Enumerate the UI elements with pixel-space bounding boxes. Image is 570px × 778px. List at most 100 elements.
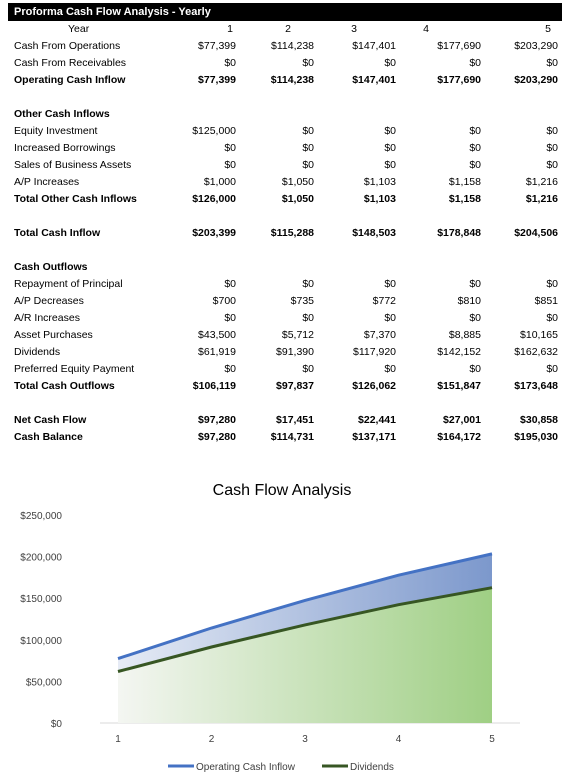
table-cell: $114,238 xyxy=(270,74,314,86)
row-label: Cash Balance xyxy=(14,431,83,443)
table-cell: $700 xyxy=(212,295,236,307)
table-cell: $0 xyxy=(224,142,236,154)
table-row: Cash From Operations $77,399 $114,238 $147,… xyxy=(8,38,562,55)
table-cell: $30,858 xyxy=(520,414,558,426)
table-cell: $142,152 xyxy=(437,346,481,358)
table-cell: $1,103 xyxy=(363,193,396,205)
row-label: Asset Purchases xyxy=(14,329,93,341)
table-cell: $0 xyxy=(546,312,558,324)
cash-flow-chart: Cash Flow Analysis $0 $50,000 $100,000 $150… xyxy=(20,482,520,773)
table-cell: $1,158 xyxy=(448,176,481,188)
series-line xyxy=(117,552,493,661)
chart-title: Cash Flow Analysis xyxy=(213,482,352,499)
table-row: Total Cash Inflow $203,399 $115,288 $148,50… xyxy=(8,225,562,242)
x-axis: 1 2 3 4 5 xyxy=(115,734,495,745)
table-cell: $114,238 xyxy=(270,40,314,52)
x-tick-label: 5 xyxy=(489,734,495,745)
table-cell: $735 xyxy=(290,295,314,307)
table-row: Sales of Business Assets $0 $0 $0 $0 $0 xyxy=(8,157,562,174)
table-cell: $10,165 xyxy=(520,329,558,341)
table-cell: $147,401 xyxy=(352,74,396,86)
table-cell: $1,216 xyxy=(525,193,558,205)
table-cell: $1,050 xyxy=(281,193,314,205)
table-cell: $0 xyxy=(302,57,314,69)
table-cell: $0 xyxy=(302,125,314,137)
table-cell: $0 xyxy=(384,312,396,324)
table-cell: $0 xyxy=(384,159,396,171)
table-cell: $162,632 xyxy=(514,346,558,358)
table-cell: $0 xyxy=(469,142,481,154)
table-row: Repayment of Principal $0 $0 $0 $0 $0 xyxy=(8,276,562,293)
table-cell: $0 xyxy=(469,159,481,171)
table-row xyxy=(8,208,562,225)
table-cell: $0 xyxy=(546,125,558,137)
table-cell: $8,885 xyxy=(448,329,481,341)
table-cell: $0 xyxy=(546,159,558,171)
y-tick-label: $150,000 xyxy=(20,594,62,605)
table-row xyxy=(8,395,562,412)
table-row: Dividends $61,919 $91,390 $117,920 $142,152 $… xyxy=(8,344,562,361)
table-cell: $1,103 xyxy=(363,176,396,188)
row-label: Preferred Equity Payment xyxy=(14,363,135,375)
year-header-row: Year 1 2 3 4 5 xyxy=(8,21,562,38)
table-row: Cash Balance $97,280 $114,731 $137,171 $164,… xyxy=(8,429,562,446)
table-cell: $126,062 xyxy=(352,380,396,392)
row-label: Total Cash Inflow xyxy=(14,227,101,239)
table-cell: $97,280 xyxy=(198,431,236,443)
table-cell: $1,000 xyxy=(203,176,236,188)
row-label: Sales of Business Assets xyxy=(14,159,132,171)
table-title: Proforma Cash Flow Analysis - Yearly xyxy=(8,3,562,21)
row-label: Equity Investment xyxy=(14,125,98,137)
table-row: Cash From Receivables $0 $0 $0 $0 $0 xyxy=(8,55,562,72)
y-tick-label: $50,000 xyxy=(26,677,63,688)
table-cell: $0 xyxy=(546,142,558,154)
table-cell: $91,390 xyxy=(276,346,314,358)
table-cell: $173,648 xyxy=(514,380,558,392)
year-header: 4 xyxy=(423,23,429,35)
table-cell: $810 xyxy=(457,295,481,307)
table-cell: $148,503 xyxy=(352,227,396,239)
row-label: A/P Increases xyxy=(14,176,80,188)
table-cell: $851 xyxy=(534,295,558,307)
table-row: Net Cash Flow $97,280 $17,451 $22,441 $27,00… xyxy=(8,412,562,429)
table-row: A/P Decreases $700 $735 $772 $810 $851 xyxy=(8,293,562,310)
table-cell: $203,399 xyxy=(192,227,236,239)
cash-flow-table: Year 1 2 3 4 5 Cash From Operations $77,3… xyxy=(8,21,562,446)
table-cell: $17,451 xyxy=(276,414,314,426)
row-label: Cash Outflows xyxy=(14,261,88,273)
y-tick-label: $0 xyxy=(51,719,63,730)
table-row: Asset Purchases $43,500 $5,712 $7,370 $8,885… xyxy=(8,327,562,344)
chart-legend: Operating Cash Inflow Dividends xyxy=(168,762,394,773)
x-tick-label: 3 xyxy=(302,734,308,745)
table-cell: $0 xyxy=(384,57,396,69)
table-cell: $0 xyxy=(469,312,481,324)
chart-areas xyxy=(117,552,493,723)
table-cell: $203,290 xyxy=(514,40,558,52)
y-axis: $0 $50,000 $100,000 $150,000 $200,000 $250,00… xyxy=(20,511,62,730)
table-cell: $0 xyxy=(546,363,558,375)
label-column-background xyxy=(8,21,178,449)
table-row: Equity Investment $125,000 $0 $0 $0 $0 xyxy=(8,123,562,140)
table-cell: $195,030 xyxy=(514,431,558,443)
x-tick-label: 1 xyxy=(115,734,121,745)
table-row: Operating Cash Inflow $77,399 $114,238 $147… xyxy=(8,72,562,89)
table-cell: $147,401 xyxy=(352,40,396,52)
table-cell: $203,290 xyxy=(514,74,558,86)
table-cell: $1,158 xyxy=(448,193,481,205)
table-cell: $1,050 xyxy=(281,176,314,188)
row-label: Operating Cash Inflow xyxy=(14,74,126,86)
table-cell: $0 xyxy=(302,312,314,324)
row-label: Dividends xyxy=(14,346,61,358)
table-cell: $204,506 xyxy=(514,227,558,239)
table-cell: $0 xyxy=(384,363,396,375)
table-cell: $177,690 xyxy=(437,40,481,52)
row-label: Cash From Receivables xyxy=(14,57,127,69)
table-cell: $164,172 xyxy=(437,431,481,443)
table-cell: $0 xyxy=(224,57,236,69)
table-cell: $0 xyxy=(384,125,396,137)
table-cell: $97,837 xyxy=(276,380,314,392)
legend-label: Dividends xyxy=(350,762,394,773)
table-row: Total Other Cash Inflows $126,000 $1,050 $1… xyxy=(8,191,562,208)
table-cell: $22,441 xyxy=(358,414,396,426)
table-row: Cash Outflows xyxy=(8,259,562,276)
